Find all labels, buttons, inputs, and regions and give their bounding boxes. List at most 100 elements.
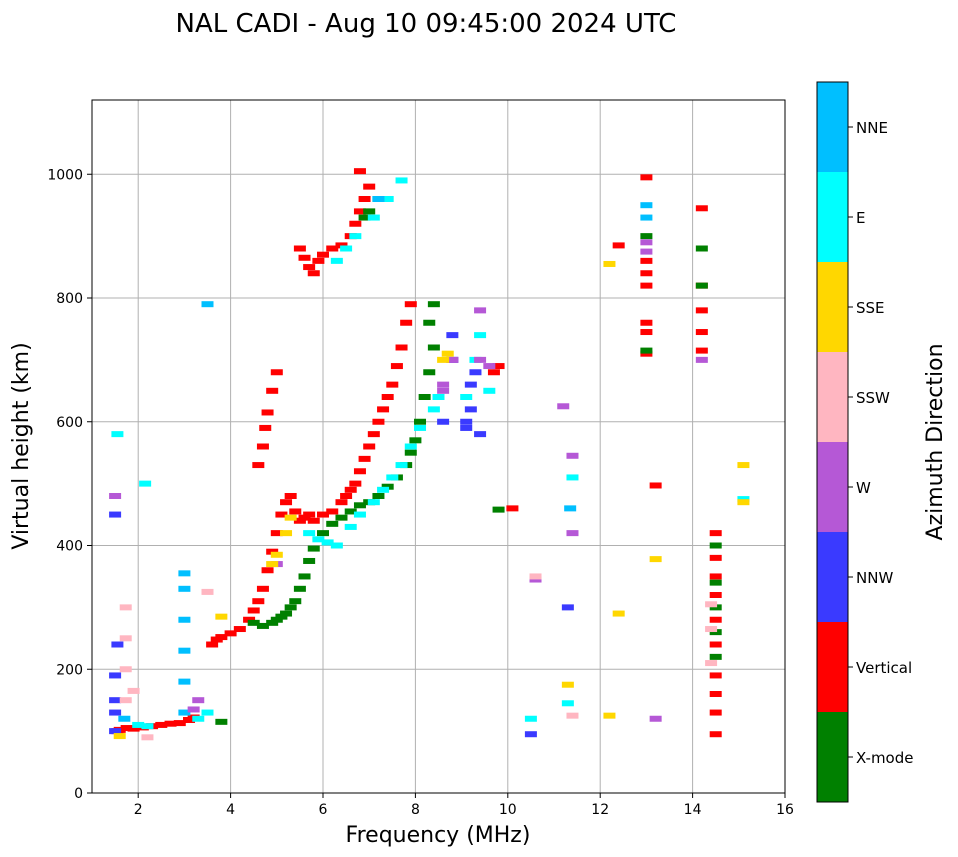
data-point [695, 307, 708, 314]
data-point [233, 626, 246, 633]
data-point [127, 725, 140, 732]
data-point [564, 505, 577, 512]
data-point [709, 731, 722, 738]
data-point [280, 530, 293, 537]
data-point [132, 721, 145, 728]
data-point [464, 381, 477, 388]
data-point [603, 260, 616, 267]
data-point [377, 486, 390, 493]
data-point [395, 177, 408, 184]
data-point [289, 508, 302, 515]
data-point [289, 598, 302, 605]
data-point [695, 347, 708, 354]
data-point [247, 619, 260, 626]
data-point [709, 709, 722, 716]
data-point [247, 607, 260, 614]
data-point [367, 499, 380, 506]
data-point [317, 511, 329, 518]
data-point [256, 585, 269, 592]
data-point [566, 452, 579, 459]
data-point [409, 437, 422, 444]
data-point [640, 202, 653, 209]
data-point [284, 493, 297, 499]
data-point [709, 691, 722, 697]
data-point [446, 332, 459, 339]
data-point [640, 214, 653, 221]
data-point [709, 629, 722, 636]
data-point [709, 592, 722, 598]
data-point [317, 251, 329, 258]
colorbar-segment [817, 262, 848, 352]
data-point [321, 539, 334, 546]
data-point [640, 282, 653, 289]
data-point [414, 424, 427, 431]
data-point [270, 551, 283, 558]
data-point [344, 523, 357, 530]
x-axis-label: Frequency (MHz) [346, 823, 531, 848]
data-point [215, 634, 228, 641]
data-point [372, 196, 385, 202]
data-point [363, 208, 376, 215]
data-point [640, 270, 653, 277]
data-point [303, 530, 316, 537]
colorbar-segment [817, 622, 848, 712]
data-point [649, 556, 662, 563]
x-tick-label: 16 [776, 802, 794, 818]
data-point [437, 418, 450, 425]
data-point [709, 573, 722, 580]
data-point [386, 474, 399, 481]
data-point [111, 641, 124, 648]
data-point [709, 604, 722, 611]
colorbar-tick-label: X-mode [856, 749, 913, 767]
data-point [395, 462, 408, 469]
data-point [284, 514, 297, 521]
data-point [566, 530, 579, 537]
colorbar-tick-label: Vertical [856, 659, 912, 677]
data-point [524, 731, 537, 738]
data-point [418, 394, 431, 400]
data-point [252, 462, 265, 469]
data-point [474, 307, 487, 314]
data-point [192, 697, 205, 704]
data-point [640, 239, 653, 246]
data-point [441, 350, 454, 357]
y-tick-label: 800 [56, 291, 83, 307]
data-point [487, 369, 500, 376]
colorbar-segment [817, 532, 848, 622]
data-point [381, 483, 394, 490]
data-point [187, 706, 200, 713]
data-point [561, 681, 574, 688]
chart-title: NAL CADI - Aug 10 09:45:00 2024 UTC [176, 9, 677, 39]
data-point [561, 700, 574, 707]
data-point [261, 409, 274, 416]
colorbar-tick-label: W [856, 479, 871, 497]
data-point [192, 715, 205, 722]
data-point [437, 356, 450, 363]
data-point [280, 499, 293, 506]
data-point [649, 715, 662, 722]
data-point [164, 720, 177, 727]
data-point [330, 257, 343, 264]
x-tick-label: 8 [411, 802, 420, 818]
colorbar-tick-label: SSE [856, 299, 885, 317]
x-tick-label: 14 [684, 802, 702, 818]
data-point [709, 616, 722, 623]
data-point [529, 576, 542, 583]
data-point [709, 542, 722, 549]
data-point [640, 347, 653, 354]
data-point [178, 585, 191, 592]
data-point [474, 332, 487, 339]
data-point [460, 418, 473, 425]
colorbar-segment [817, 352, 848, 442]
data-point [640, 350, 653, 357]
data-point [266, 619, 279, 626]
colorbar-segment [817, 82, 848, 172]
data-point [705, 601, 718, 608]
data-point [178, 709, 191, 716]
colorbar-segment [817, 442, 848, 532]
data-point [437, 387, 450, 394]
data-point [109, 697, 122, 704]
data-point [317, 530, 329, 537]
data-point [141, 723, 154, 730]
plot-frame [91, 99, 786, 794]
